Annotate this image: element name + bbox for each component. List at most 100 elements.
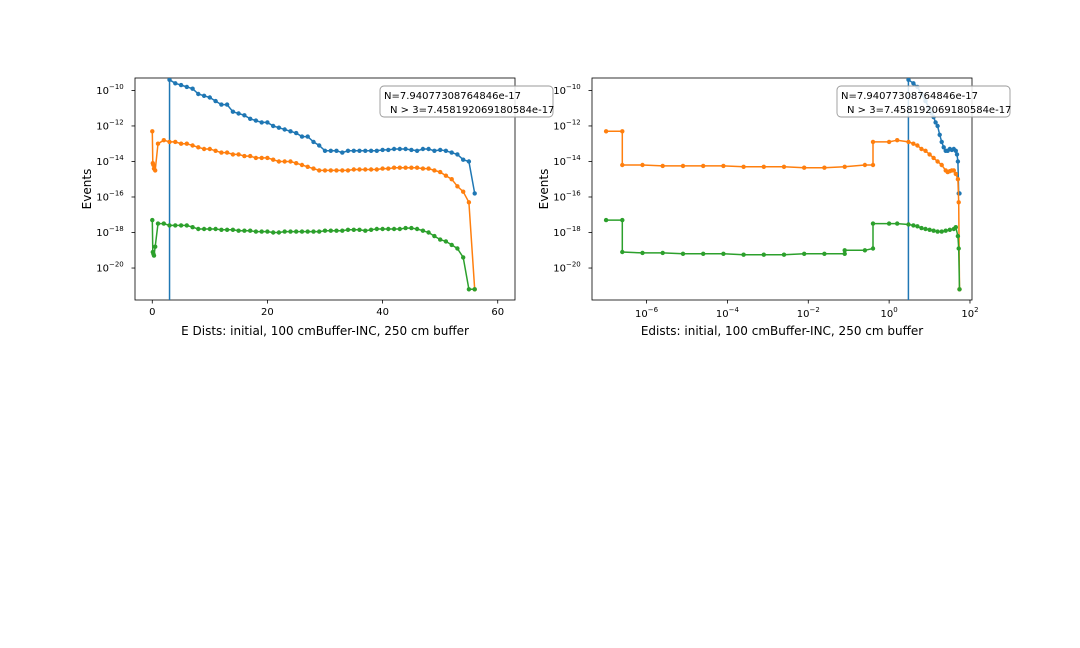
series-0-point: [403, 146, 408, 152]
series-1-point: [870, 162, 876, 168]
series-2-point: [282, 229, 287, 234]
series-2-point: [741, 252, 746, 257]
series-1-point: [167, 139, 172, 145]
series-0-point: [196, 91, 201, 97]
series-2-point: [472, 287, 477, 292]
series-1-point: [374, 167, 379, 172]
series-2-point: [461, 255, 466, 260]
series-0-point: [363, 148, 368, 153]
series-1-point: [230, 152, 236, 157]
series-1-point: [184, 141, 189, 146]
series-1-point: [741, 164, 746, 169]
series-1-point: [305, 164, 310, 169]
series-2-point: [253, 229, 259, 234]
series-1-point: [248, 153, 253, 159]
series-2-point: [943, 228, 948, 233]
xtick-label: 10−6: [635, 306, 659, 320]
series-2-point: [242, 228, 247, 233]
ytick-label: 10−16: [553, 189, 581, 203]
ytick-label: 10−10: [96, 83, 124, 97]
xtick-label: 102: [961, 306, 978, 320]
series-0-point: [322, 148, 328, 153]
ytick-label: 10−14: [96, 154, 124, 168]
series-1-point: [414, 165, 420, 170]
series-2-point: [288, 229, 293, 234]
series-0-point: [472, 191, 477, 196]
series-1-line: [606, 130, 961, 290]
xtick-label: 100: [881, 306, 898, 320]
series-2-point: [886, 221, 892, 226]
series-1-point: [391, 165, 397, 170]
series-2-point: [345, 227, 351, 232]
series-2-point: [432, 233, 437, 239]
series-1-point: [927, 152, 932, 157]
series-2-point: [466, 287, 472, 292]
series-2-point: [761, 252, 766, 257]
series-2-point: [438, 237, 443, 242]
series-2-point: [368, 227, 374, 232]
annotation-above-threshold: N > 3=7.45819206918058​4e-17: [390, 105, 554, 116]
series-0-point: [941, 145, 946, 150]
series-2-point: [386, 226, 391, 232]
series-1-point: [721, 163, 726, 169]
ytick-label: 10−18: [553, 225, 581, 239]
series-0-point: [219, 102, 224, 107]
series-2-point: [620, 217, 625, 223]
ytick-label: 10−16: [96, 189, 124, 203]
series-2-point: [842, 251, 847, 256]
series-0-point: [386, 147, 391, 153]
series-0-point: [953, 148, 958, 153]
series-0-point: [449, 150, 454, 155]
series-1-point: [259, 155, 264, 161]
series-1-point: [640, 162, 645, 168]
series-2-point: [895, 221, 900, 226]
series-1-point: [895, 138, 900, 143]
series-1-point: [420, 166, 426, 171]
series-0-point: [368, 148, 374, 153]
y-axis-label: Events: [80, 169, 94, 210]
series-1-point: [449, 177, 454, 182]
series-2-point: [155, 221, 161, 226]
series-1-point: [466, 200, 472, 205]
ytick-label: 10−20: [553, 261, 581, 275]
series-0-point: [248, 116, 253, 122]
series-1-point: [345, 168, 351, 173]
series-0-point: [461, 157, 466, 162]
series-2-point: [680, 251, 686, 256]
series-0-point: [230, 109, 236, 114]
series-2-point: [230, 227, 236, 232]
series-0-point: [345, 148, 351, 153]
series-0-point: [455, 152, 460, 157]
series-1-point: [236, 152, 241, 157]
series-2-point: [363, 228, 368, 233]
series-1-point: [906, 139, 911, 145]
series-2-point: [414, 226, 420, 232]
series-2-point: [150, 217, 155, 223]
series-2-point: [190, 225, 195, 230]
right-panel: 10−20 10−18 10−16 10−14 10−12 10−10 10−6 10−4 10…: [537, 77, 1011, 338]
series-2-point: [721, 251, 726, 256]
series-0-point: [190, 86, 195, 91]
series-0-point: [317, 143, 322, 148]
series-1-point: [935, 159, 940, 164]
series-1-point: [956, 200, 961, 205]
series-1-point: [196, 145, 201, 150]
series-2-point: [802, 251, 807, 256]
series-1-point: [802, 165, 807, 170]
series-0-point: [294, 130, 299, 136]
series-1-point: [438, 169, 443, 175]
xtick-label: 40: [376, 307, 389, 318]
series-0-point: [438, 147, 443, 153]
series-2-point: [911, 223, 916, 228]
series-1-point: [368, 167, 374, 172]
series-2-point: [173, 223, 178, 228]
series-1-point: [363, 167, 368, 172]
x-axis-label: Edists: initial, 100 cmBuffer-INC, 250 c…: [641, 324, 923, 338]
series-2-point: [351, 227, 356, 232]
series-0-point: [939, 139, 944, 145]
series-1-point: [660, 163, 665, 169]
series-2-point: [236, 228, 241, 233]
series-2-point: [781, 252, 787, 257]
series-2-point: [265, 229, 270, 234]
series-2-point: [374, 226, 379, 232]
